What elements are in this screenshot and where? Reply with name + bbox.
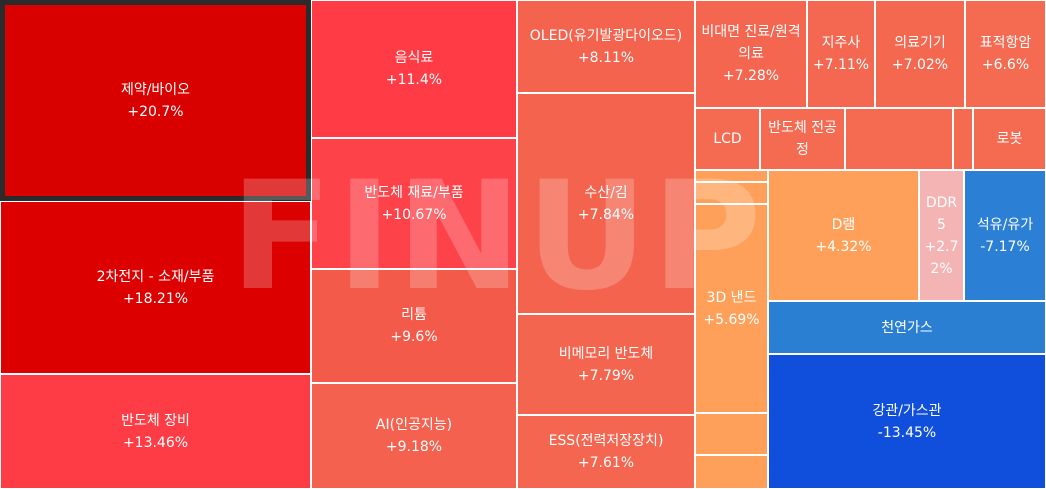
tile-name: 강관/가스관	[872, 402, 942, 419]
tile-name: 반도체 재료/부품	[364, 184, 464, 201]
tile-name: DDR5	[925, 194, 958, 233]
tile-change: +7.79%	[577, 367, 635, 384]
tile[interactable]	[695, 170, 768, 182]
tile-change: +7.11%	[812, 57, 870, 73]
tile[interactable]: 2차전지 - 소재/부품 +18.21%	[0, 201, 311, 374]
tile-change: +4.32%	[815, 238, 872, 255]
tile-change: +20.7%	[127, 103, 184, 120]
tile[interactable]: LCD	[695, 108, 760, 170]
tile-name: 음식료	[394, 50, 434, 66]
tile[interactable]	[845, 108, 953, 170]
tile[interactable]: 반도체 장비 +13.46%	[0, 374, 311, 489]
tile[interactable]: 석유/유가 -7.17%	[964, 170, 1046, 301]
tile[interactable]: 비메모리 반도체 +7.79%	[517, 314, 695, 415]
tile[interactable]: 표적항암 +6.6%	[965, 0, 1046, 108]
tile-change: +5.69%	[703, 311, 760, 328]
tile-change: +9.18%	[385, 439, 443, 455]
tile-name: D램	[831, 216, 856, 233]
tile-name: 비대면 진료/원격의료	[701, 24, 801, 62]
tile-change: +11.4%	[385, 72, 443, 88]
tile-name: 로봇	[996, 131, 1023, 147]
tile[interactable]: 반도체 재료/부품 +10.67%	[311, 138, 517, 269]
tile-change: +7.28%	[722, 68, 780, 84]
tile-name: 지주사	[821, 35, 861, 51]
tile-name: 반도체 장비	[121, 412, 190, 429]
tile-change: +13.46%	[122, 434, 189, 451]
tile[interactable]	[953, 108, 973, 170]
tile-name: 석유/유가	[976, 216, 1034, 233]
tile-name: 2차전지 - 소재/부품	[96, 268, 215, 285]
tile-name: 리튬	[401, 307, 427, 323]
tile-change: +2.72%	[924, 238, 959, 277]
tile[interactable]: 로봇	[973, 108, 1046, 170]
tile[interactable]: DDR5 +2.72%	[919, 170, 964, 301]
tile-change: +18.21%	[122, 290, 189, 307]
tile-name: 수산/김	[584, 184, 628, 201]
tile-name: 천연가스	[881, 319, 933, 336]
tile[interactable]	[695, 413, 768, 455]
tile-change: +6.6%	[981, 57, 1030, 73]
tile[interactable]: 수산/김 +7.84%	[517, 93, 695, 314]
tile[interactable]: 제약/바이오 +20.7%	[0, 0, 311, 201]
tile-name: OLED(유기발광다이오드)	[529, 27, 683, 44]
tile-change: -7.17%	[980, 238, 1030, 255]
tile[interactable]	[695, 182, 768, 204]
tile[interactable]: D램 +4.32%	[768, 170, 919, 301]
tile[interactable]: 강관/가스관 -13.45%	[768, 354, 1046, 489]
tile-name: AI(인공지능)	[375, 417, 453, 433]
tile[interactable]: 비대면 진료/원격의료 +7.28%	[695, 0, 807, 108]
tile-name: ESS(전력저장장치)	[548, 433, 664, 449]
tile-name: 의료기기	[894, 35, 946, 51]
tile-change: +7.02%	[891, 57, 949, 73]
tile-name: LCD	[713, 131, 742, 147]
tile[interactable]: 3D 낸드 +5.69%	[695, 204, 768, 413]
tile-name: 비메모리 반도체	[558, 345, 654, 362]
tile-change: +8.11%	[577, 49, 635, 66]
tile[interactable]	[695, 455, 768, 489]
tile-change: +9.6%	[390, 329, 438, 345]
tile[interactable]: 리튬 +9.6%	[311, 269, 517, 383]
tile[interactable]: 지주사 +7.11%	[807, 0, 875, 108]
tile[interactable]: 천연가스	[768, 301, 1046, 354]
tile[interactable]: ESS(전력저장장치) +7.61%	[517, 415, 695, 489]
tile[interactable]: 음식료 +11.4%	[311, 0, 517, 138]
tile[interactable]: OLED(유기발광다이오드) +8.11%	[517, 0, 695, 93]
tile[interactable]: AI(인공지능) +9.18%	[311, 383, 517, 489]
tile-change: +10.67%	[381, 206, 447, 223]
tile[interactable]: 반도체 전공정	[760, 108, 845, 170]
tile-name: 제약/바이오	[120, 81, 191, 98]
tile-change: +7.61%	[577, 455, 635, 471]
tile-name: 표적항암	[979, 35, 1032, 51]
tile-name: 반도체 전공정	[768, 120, 837, 158]
tile-change: +7.84%	[577, 206, 635, 223]
tile-change: -13.45%	[877, 424, 937, 441]
tile-name: 3D 낸드	[706, 289, 757, 306]
tile[interactable]: 의료기기 +7.02%	[875, 0, 965, 108]
